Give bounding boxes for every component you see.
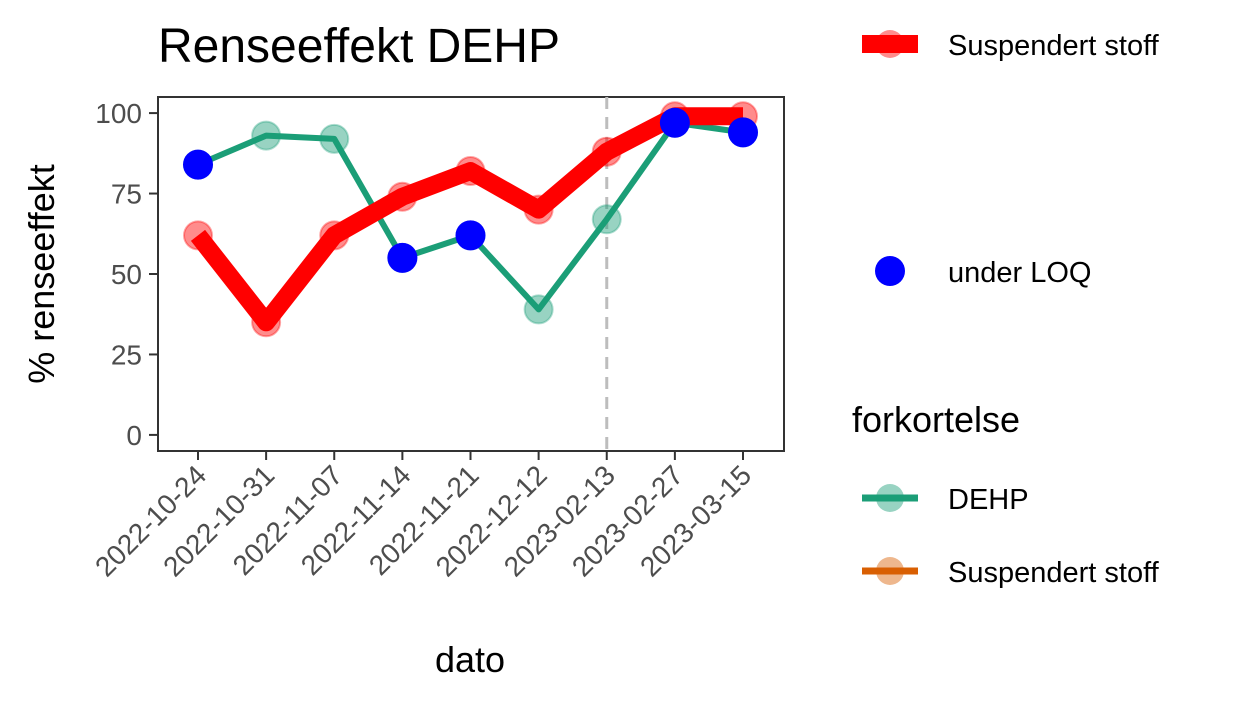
y-tick-label-75: 75 xyxy=(111,179,142,210)
legend-swatch-point xyxy=(876,484,904,512)
legend: Suspendert stoff under LOQ forkortelse D… xyxy=(852,30,1160,589)
under-loq-point-2022-11-14 xyxy=(387,242,418,273)
point-suspendert-stoff-2022-11-14 xyxy=(387,181,418,212)
point-suspendert-stoff-2022-10-24 xyxy=(183,220,213,251)
point-suspendert-stoff-2022-11-07 xyxy=(319,220,350,251)
legend-swatch-point xyxy=(876,557,904,585)
plot-panel-border xyxy=(157,96,785,452)
legend-label-dehp: DEHP xyxy=(948,484,1029,516)
plot-area: 02550751002022-10-242022-10-312022-11-07… xyxy=(89,96,785,583)
legend-item-under-loq: under LOQ xyxy=(875,256,1091,289)
under-loq-point-2023-02-27 xyxy=(659,107,690,138)
point-dehp-2023-02-13 xyxy=(591,204,622,235)
legend-item-dehp: DEHP xyxy=(862,484,1029,516)
point-suspendert-stoff-2023-02-13 xyxy=(591,136,622,167)
point-dehp-2022-11-07 xyxy=(319,123,350,154)
legend-item-suspendert-group: Suspendert stoff xyxy=(862,557,1160,589)
chart-title: Renseeffekt DEHP xyxy=(158,20,560,73)
x-axis-title: dato xyxy=(435,639,505,680)
under-loq-point-2022-11-21 xyxy=(455,220,486,251)
point-dehp-2022-12-12 xyxy=(523,294,554,325)
point-dehp-2022-10-31 xyxy=(251,120,282,151)
legend-item-suspendert-top: Suspendert stoff xyxy=(862,30,1160,62)
y-tick-label-0: 0 xyxy=(126,420,142,451)
point-suspendert-stoff-2022-12-12 xyxy=(523,194,554,225)
series-line-dehp xyxy=(196,119,744,313)
y-tick-label-100: 100 xyxy=(95,98,142,129)
series-line-suspendert-stoff xyxy=(190,107,743,332)
y-axis-title: % renseeffekt xyxy=(21,164,62,383)
legend-swatch-point xyxy=(876,30,904,58)
under-loq-point-2022-10-24 xyxy=(183,149,213,180)
point-suspendert-stoff-2022-11-21 xyxy=(455,156,486,187)
point-suspendert-stoff-2022-10-31 xyxy=(251,307,282,338)
legend-label-suspendert-group: Suspendert stoff xyxy=(948,557,1160,589)
legend-label-suspendert-top: Suspendert stoff xyxy=(948,30,1160,62)
legend-label-under-loq: under LOQ xyxy=(948,257,1091,289)
under-loq-point-2023-03-15 xyxy=(728,117,758,148)
y-tick-label-25: 25 xyxy=(111,339,142,370)
legend-title-forkortelse: forkortelse xyxy=(852,399,1020,440)
legend-swatch-loq xyxy=(875,256,905,286)
y-tick-label-50: 50 xyxy=(111,259,142,290)
